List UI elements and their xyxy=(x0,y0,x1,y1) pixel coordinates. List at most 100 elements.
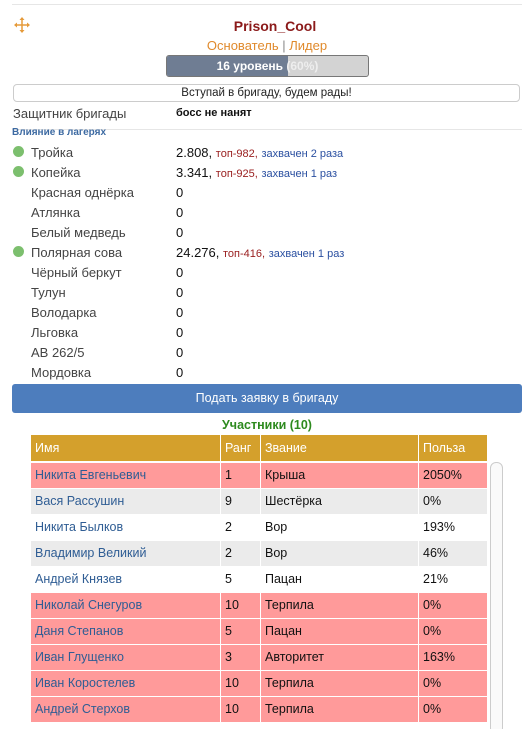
camp-value-text: 0 xyxy=(176,365,184,380)
camp-value: 3.341, топ-925, захвачен 1 раз xyxy=(176,165,337,180)
camp-name: Мордовка xyxy=(31,365,92,380)
camp-name: Тулун xyxy=(31,285,66,300)
progress-label: (60%) xyxy=(286,59,319,73)
apply-button[interactable]: Подать заявку в бригаду xyxy=(12,384,522,413)
member-cell: 10 xyxy=(221,697,261,723)
camp-name: Полярная сова xyxy=(31,245,123,260)
camp-captured: захвачен 1 раз xyxy=(261,168,338,180)
table-header: Имя xyxy=(31,435,221,461)
member-cell: 0% xyxy=(419,697,488,723)
member-cell: Терпила xyxy=(261,697,419,723)
member-cell: Пацан xyxy=(261,567,419,593)
camp-captured: захвачен 1 раз xyxy=(268,248,345,260)
level-bar: 16 уровень (60%) xyxy=(166,55,369,77)
member-cell: Шестёрка xyxy=(261,489,419,515)
influence-title: Влияние в лагерях xyxy=(12,127,107,138)
member-name[interactable]: Иван Коростелев xyxy=(31,671,221,697)
camp-value: 0 xyxy=(176,285,183,300)
camp-value: 0 xyxy=(176,185,183,200)
camp-value: 0 xyxy=(176,225,183,240)
level-text: 16 уровень (60%) xyxy=(167,59,368,73)
camp-name: Льговка xyxy=(31,325,79,340)
member-name[interactable]: Андрей Стерхов xyxy=(31,697,221,723)
camp-value: 2.808, топ-982, захвачен 2 раза xyxy=(176,145,343,160)
member-cell: 5 xyxy=(221,567,261,593)
member-cell: 10 xyxy=(221,671,261,697)
camp-value: 0 xyxy=(176,365,183,380)
member-name[interactable]: Иван Глущенко xyxy=(31,645,221,671)
member-cell: 2 xyxy=(221,515,261,541)
camp-name: Белый медведь xyxy=(31,225,126,240)
camp-marker xyxy=(13,166,24,177)
member-cell: Вор xyxy=(261,515,419,541)
camp-top: топ-925, xyxy=(215,168,258,180)
member-cell: Терпила xyxy=(261,671,419,697)
camp-value-text: 0 xyxy=(176,205,184,220)
camp-value: 0 xyxy=(176,205,183,220)
camp-marker xyxy=(13,246,24,257)
table-header: Звание xyxy=(261,435,419,461)
member-cell: 193% xyxy=(419,515,488,541)
table-header: Польза xyxy=(419,435,488,461)
members-title: Участники (10) xyxy=(222,418,312,432)
camp-value-text: 0 xyxy=(176,265,184,280)
scrollbar[interactable] xyxy=(490,462,503,729)
camp-value-text: 0 xyxy=(176,305,184,320)
camp-name: Копейка xyxy=(31,165,81,180)
member-cell: 5 xyxy=(221,619,261,645)
camp-value: 0 xyxy=(176,345,183,360)
top-rule xyxy=(12,4,522,5)
camp-value: 0 xyxy=(176,325,183,340)
member-cell: 2050% xyxy=(419,463,488,489)
camp-name: Чёрный беркут xyxy=(31,265,122,280)
level-fill xyxy=(167,56,288,76)
role: Основатель xyxy=(206,38,279,53)
camp-value: 0 xyxy=(176,265,183,280)
member-cell: 9 xyxy=(221,489,261,515)
rule xyxy=(12,129,522,130)
move-icon[interactable] xyxy=(14,17,30,33)
camp-value-text: 24.276, xyxy=(176,245,220,260)
member-name[interactable]: Андрей Князев xyxy=(31,567,221,593)
camp-value: 24.276, топ-416, захвачен 1 раз xyxy=(176,245,344,260)
member-cell: 46% xyxy=(419,541,488,567)
member-name[interactable]: Николай Снегуров xyxy=(31,593,221,619)
member-cell: 21% xyxy=(419,567,488,593)
member-cell: 1 xyxy=(221,463,261,489)
defender-value: босс не нанят xyxy=(176,107,252,119)
member-cell: 0% xyxy=(419,619,488,645)
camp-value-text: 2.808, xyxy=(176,145,213,160)
member-name[interactable]: Владимир Великий xyxy=(31,541,221,567)
member-cell: 0% xyxy=(419,671,488,697)
member-name[interactable]: Никита Евгеньевич xyxy=(31,463,221,489)
member-name[interactable]: Никита Былков xyxy=(31,515,221,541)
camp-value-text: 0 xyxy=(176,285,184,300)
camp-value-text: 3.341, xyxy=(176,165,213,180)
member-cell: 0% xyxy=(419,593,488,619)
camp-marker xyxy=(13,146,24,157)
invite-box: Вступай в бригаду, будем рады! xyxy=(13,84,520,102)
camp-value-text: 0 xyxy=(176,185,184,200)
member-cell: 163% xyxy=(419,645,488,671)
camp-name: Тройка xyxy=(31,145,74,160)
camp-name: АВ 262/5 xyxy=(31,345,85,360)
camp-top: топ-982, xyxy=(215,148,258,160)
camp-name: Красная однёрка xyxy=(31,185,134,200)
member-cell: Пацан xyxy=(261,619,419,645)
member-cell: 3 xyxy=(221,645,261,671)
table-header: Ранг xyxy=(221,435,261,461)
member-cell: 2 xyxy=(221,541,261,567)
camp-value: 0 xyxy=(176,305,183,320)
member-name[interactable]: Даня Степанов xyxy=(31,619,221,645)
member-cell: Авторитет xyxy=(261,645,419,671)
member-name[interactable]: Вася Рассушин xyxy=(31,489,221,515)
camp-name: Атлянка xyxy=(31,205,81,220)
camp-value-text: 0 xyxy=(176,345,184,360)
camp-name: Володарка xyxy=(31,305,97,320)
roles: Основатель | Лидер xyxy=(0,38,525,53)
member-cell: Крыша xyxy=(261,463,419,489)
defender-label: Защитник бригады xyxy=(13,106,127,121)
separator: | xyxy=(282,38,286,53)
brigade-name: Prison_Cool xyxy=(233,18,317,34)
